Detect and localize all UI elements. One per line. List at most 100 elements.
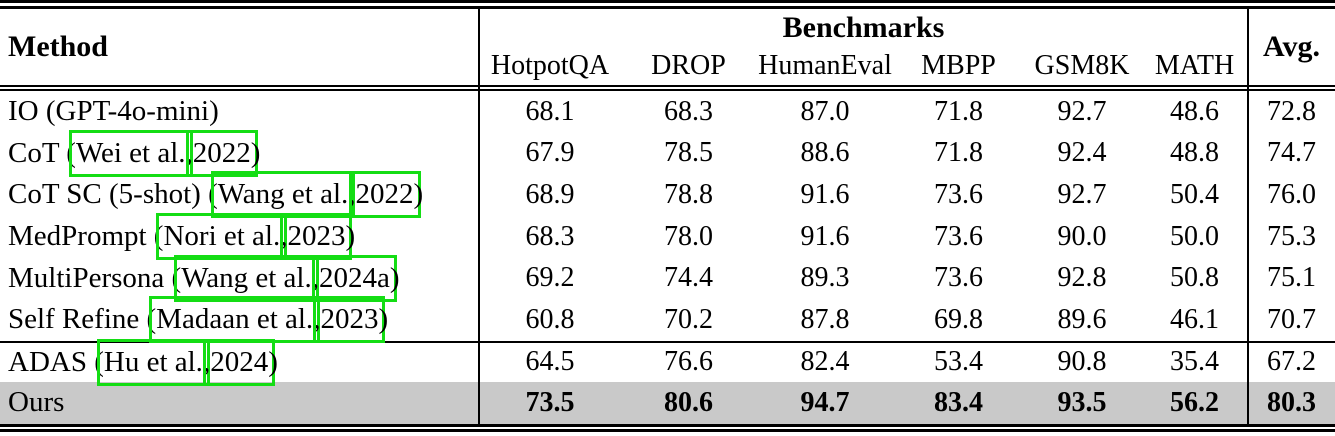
- avg-value-cell: 72.8: [1267, 95, 1316, 127]
- value-cell: 48.8: [1170, 137, 1219, 169]
- method-text: ,: [311, 261, 319, 294]
- citation-link[interactable]: Wang et al.: [174, 254, 319, 302]
- value-cell: 90.0: [1057, 220, 1107, 252]
- value-cell: 89.6: [1057, 303, 1107, 335]
- avg-value-cell: 74.7: [1267, 137, 1316, 169]
- value-cell: 73.6: [934, 220, 983, 252]
- value-cell: 53.4: [934, 346, 983, 378]
- avg-value-cell: 80.3: [1267, 386, 1316, 418]
- value-cell: 70.2: [664, 303, 713, 335]
- value-cell: 91.6: [800, 220, 850, 252]
- benchmarks-group-cell: Benchmarks HotpotQA DROP HumanEval MBPP …: [479, 9, 1248, 85]
- citation-link[interactable]: 2022: [348, 171, 421, 219]
- table-row: CoT (Wei et al., 2022) 67.9 78.5 88.6 71.8 92…: [0, 129, 1335, 177]
- column-header-mbpp: MBPP: [921, 50, 996, 81]
- value-cell: 68.9: [525, 178, 575, 210]
- value-cell: 35.4: [1170, 346, 1219, 378]
- value-cell: 50.4: [1170, 178, 1219, 210]
- bottom-rule: [0, 423, 1335, 432]
- avg-value-cell: 75.1: [1267, 262, 1316, 294]
- table-row: ADAS (Hu et al., 2024) 64.5 76.6 82.4 53.4 90…: [0, 338, 1335, 386]
- column-header-humaneval: HumanEval: [758, 50, 892, 81]
- top-rule: [0, 0, 1335, 9]
- method-text: ADAS (: [8, 345, 104, 378]
- citation-link[interactable]: Wei et al.: [68, 129, 193, 177]
- value-cell: 78.0: [664, 220, 713, 252]
- avg-value-cell: 75.3: [1267, 220, 1316, 252]
- value-cell: 48.6: [1170, 95, 1219, 127]
- value-cell: 82.4: [800, 346, 850, 378]
- avg-value-cell: 70.7: [1267, 303, 1316, 335]
- citation-link[interactable]: Nori et al.: [156, 213, 288, 261]
- citation-link[interactable]: 2023: [280, 213, 353, 261]
- method-text: MultiPersona (: [8, 261, 182, 294]
- citation-link[interactable]: 2023: [313, 296, 386, 344]
- value-cell: 92.7: [1057, 178, 1107, 210]
- value-cell: 92.8: [1057, 262, 1107, 294]
- value-cell: 69.2: [525, 262, 575, 294]
- value-cell: 69.8: [934, 303, 983, 335]
- value-cell: 80.6: [664, 386, 713, 418]
- value-cell: 73.6: [934, 262, 983, 294]
- value-cell: 64.5: [525, 346, 575, 378]
- table-row: IO (GPT-4o-mini) 68.1 68.3 87.0 71.8 92.7 48.6…: [0, 91, 1335, 133]
- method-text: Ours: [8, 386, 65, 419]
- citation-link[interactable]: 2022: [185, 129, 258, 177]
- method-cell: MedPrompt (Nori et al., 2023): [0, 213, 479, 261]
- value-cell: 76.6: [664, 346, 713, 378]
- value-cell: 78.5: [664, 137, 713, 169]
- vertical-rule-avg: [1247, 9, 1249, 424]
- method-cell: ADAS (Hu et al., 2024): [0, 338, 479, 386]
- method-text: ): [250, 136, 261, 169]
- method-text: ): [389, 261, 400, 294]
- method-text: Self Refine (: [8, 303, 157, 336]
- method-text: ,: [202, 345, 211, 378]
- value-cell: 87.8: [800, 303, 850, 335]
- table-row: Ours 73.5 80.6 94.7 83.4 93.5 56.2 80.3: [0, 382, 1335, 424]
- method-text: ,: [313, 303, 321, 336]
- value-cell: 71.8: [934, 137, 983, 169]
- method-text: ): [268, 345, 278, 378]
- method-header-cell: Method: [0, 9, 479, 85]
- table-header: Method Benchmarks HotpotQA DROP HumanEva…: [0, 9, 1335, 85]
- method-text: ): [345, 220, 356, 253]
- value-cell: 94.7: [800, 386, 850, 418]
- value-cell: 67.9: [525, 137, 575, 169]
- method-cell: Ours: [0, 382, 479, 424]
- method-text: ,: [280, 220, 288, 253]
- citation-link[interactable]: 2024a: [311, 254, 397, 302]
- value-cell: 68.1: [525, 95, 575, 127]
- table-row: Self Refine (Madaan et al., 2023) 60.8 70.…: [0, 296, 1335, 344]
- value-cell: 93.5: [1057, 386, 1107, 418]
- avg-header-label: Avg.: [1263, 30, 1320, 63]
- value-cell: 50.0: [1170, 220, 1219, 252]
- column-header-gsm8k: GSM8K: [1034, 50, 1130, 81]
- method-text: ): [378, 303, 389, 336]
- citation-link[interactable]: Madaan et al.: [149, 296, 321, 344]
- value-cell: 90.8: [1057, 346, 1107, 378]
- method-header-label: Method: [8, 30, 108, 63]
- method-text: ): [413, 178, 424, 211]
- avg-value-cell: 76.0: [1267, 178, 1316, 210]
- method-cell: IO (GPT-4o-mini): [0, 91, 479, 133]
- citation-link[interactable]: Hu et al.: [96, 338, 210, 386]
- citation-link[interactable]: 2024: [203, 338, 276, 386]
- vertical-rule-method: [478, 9, 480, 424]
- column-header-hotpotqa: HotpotQA: [490, 50, 610, 81]
- citation-link[interactable]: Wang et al.: [210, 171, 356, 219]
- column-header-drop: DROP: [651, 50, 726, 81]
- value-cell: 91.6: [800, 178, 850, 210]
- header-separator-rule: [0, 85, 1335, 91]
- method-cell: CoT SC (5-shot) (Wang et al., 2022): [0, 171, 479, 219]
- value-cell: 92.4: [1057, 137, 1107, 169]
- value-cell: 46.1: [1170, 303, 1219, 335]
- value-cell: 60.8: [525, 303, 575, 335]
- value-cell: 87.0: [800, 95, 850, 127]
- value-cell: 88.6: [800, 137, 850, 169]
- method-cell: Self Refine (Madaan et al., 2023): [0, 296, 479, 344]
- value-cell: 71.8: [934, 95, 983, 127]
- column-headers-row: HotpotQA DROP HumanEval MBPP GSM8K MATH: [479, 47, 1248, 85]
- method-text: CoT (: [8, 136, 76, 169]
- value-cell: 83.4: [934, 386, 983, 418]
